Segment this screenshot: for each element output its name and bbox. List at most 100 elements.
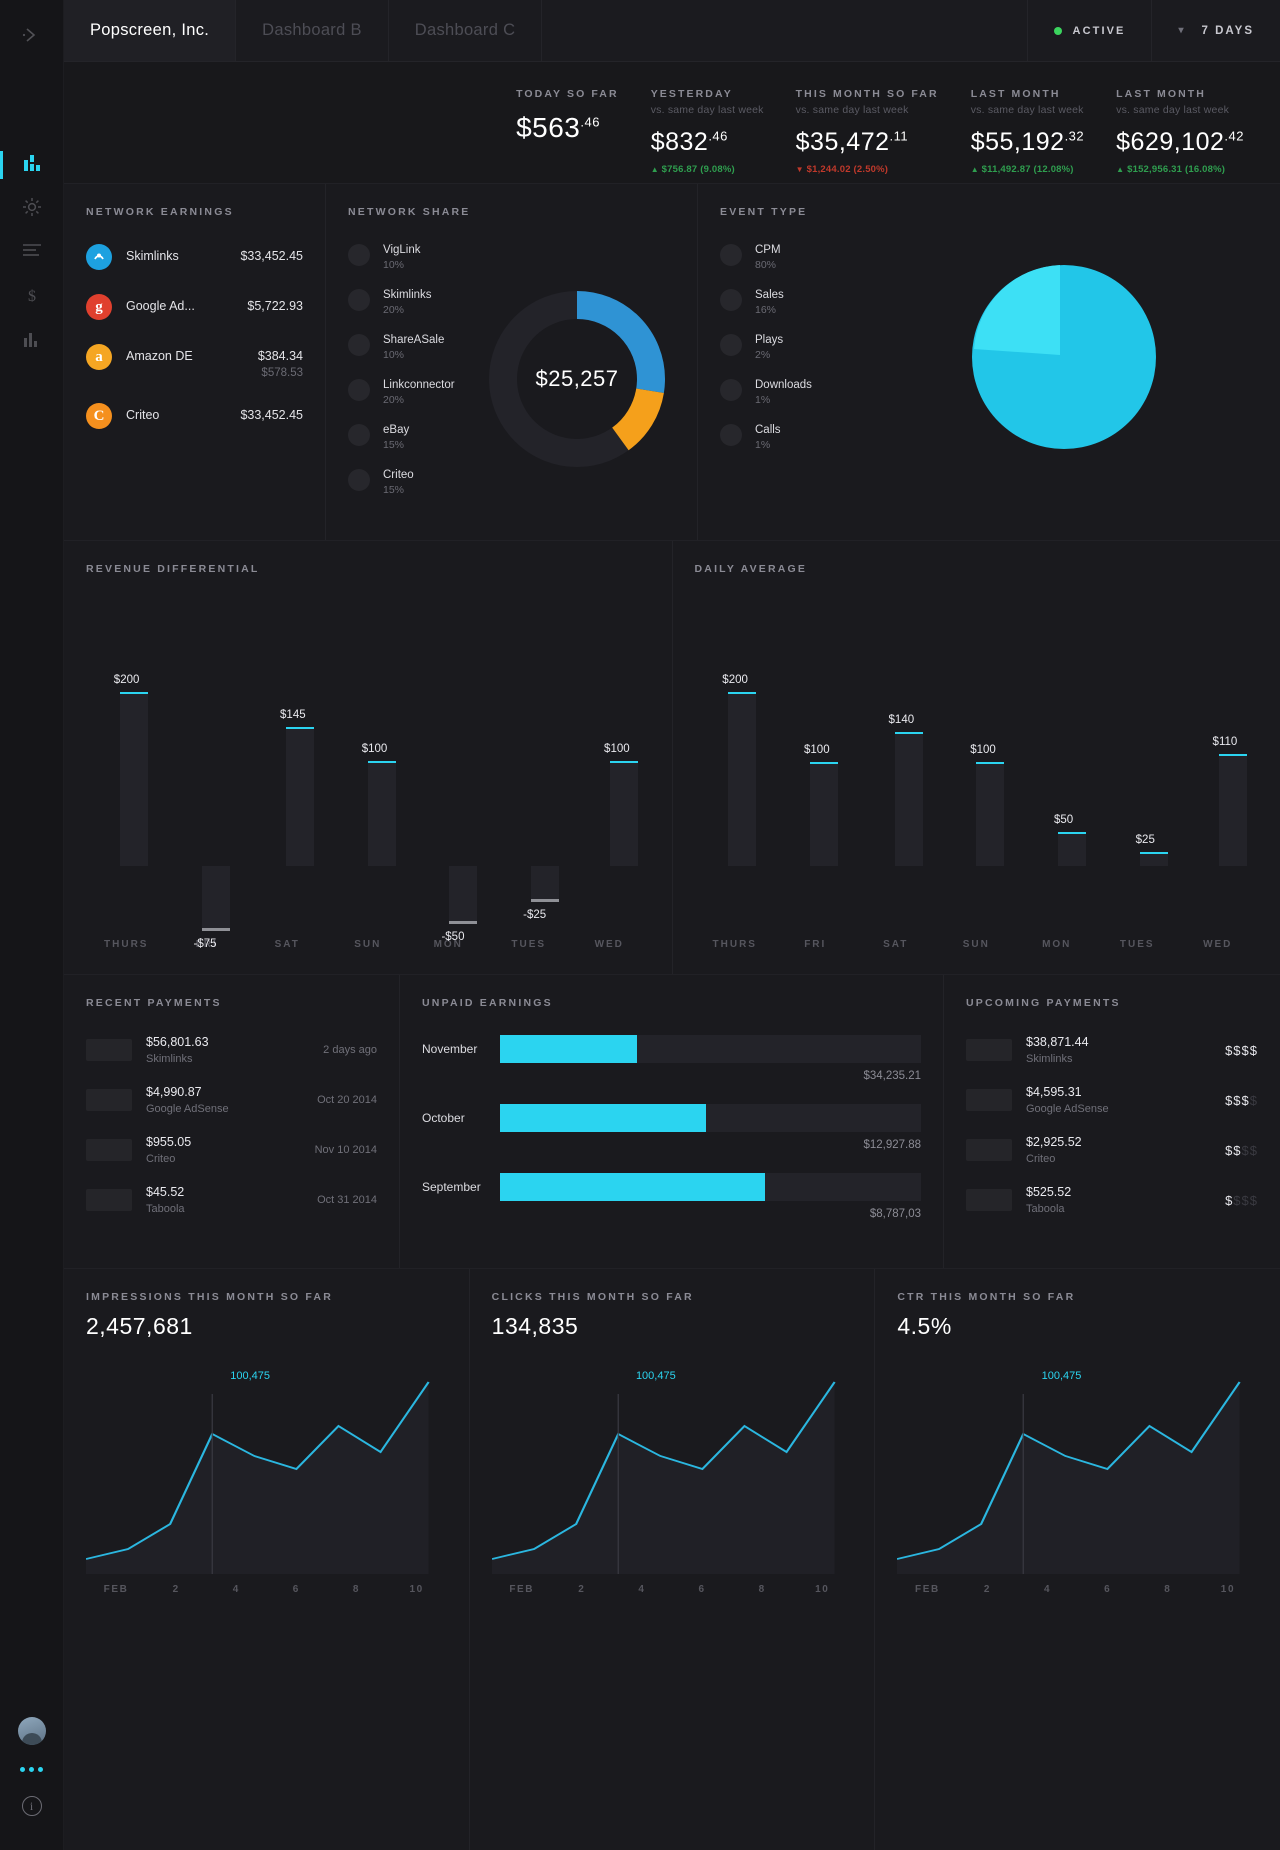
kpi-value: $35,472.11 [796, 128, 939, 157]
legend-label: Criteo [383, 469, 414, 481]
x-axis-labels: THURS FRI SAT SUN MON TUES WED [695, 931, 1259, 974]
metric-charts-row: IMPRESSIONS THIS MONTH SO FAR 2,457,681 … [64, 1269, 1280, 1850]
legend-bubble-icon [348, 424, 370, 446]
impressions-panel: IMPRESSIONS THIS MONTH SO FAR 2,457,681 … [64, 1269, 469, 1850]
table-row[interactable]: $4,595.31 Google AdSense $$$$ [966, 1085, 1258, 1115]
kpi-delta: ▼ $1,244.02 (2.50%) [796, 164, 939, 175]
unpaid-month: October [422, 1111, 465, 1125]
x-axis-labels: FEB 2 4 6 8 10 [492, 1574, 853, 1623]
legend-label: Plays [755, 334, 784, 346]
bar[interactable] [610, 763, 639, 866]
axis-tick: 2 [172, 1584, 180, 1595]
bar-value-label: -$50 [441, 931, 465, 943]
table-row[interactable]: $4,990.87 Google AdSense Oct 20 2014 [86, 1085, 377, 1115]
bar-cap [810, 762, 839, 765]
table-row[interactable]: $955.05 Criteo Nov 10 2014 [86, 1135, 377, 1165]
payment-network: Taboola [146, 1203, 185, 1215]
list-item[interactable]: g Google Ad... $5,722.93 [86, 294, 303, 320]
kpi-yesterday: YESTERDAY vs. same day last week $832.46… [635, 88, 780, 175]
skimlinks-icon [86, 244, 112, 270]
kpi-label: LAST MONTH [970, 88, 1061, 100]
avatar[interactable] [17, 1717, 46, 1745]
payment-thumb-icon [966, 1039, 1012, 1061]
axis-tick: TUES [1119, 939, 1155, 950]
bar[interactable] [1218, 756, 1247, 866]
info-icon[interactable]: i [21, 1796, 42, 1816]
legend-item[interactable]: Skimlinks 20% [348, 289, 479, 316]
kpi-cents: .32 [1064, 128, 1085, 144]
date-range-selector[interactable]: ▾ 7 DAYS [1151, 0, 1280, 61]
legend-percent: 15% [383, 484, 405, 496]
bar-cap [1218, 754, 1247, 757]
legend-item[interactable]: Criteo 15% [348, 469, 479, 496]
tab-label: Popscreen, Inc. [90, 21, 210, 39]
legend-bubble-icon [720, 289, 742, 311]
legend-percent: 15% [383, 439, 405, 451]
chart-annotation: 100,475 [635, 1370, 676, 1382]
legend-item[interactable]: eBay 15% [348, 424, 479, 451]
network-amount-secondary: $578.53 [261, 367, 303, 379]
unpaid-bar[interactable] [500, 1104, 707, 1132]
network-name: Skimlinks [126, 249, 179, 263]
sidebar-item-earnings[interactable]: $ [0, 275, 64, 319]
axis-tick: SUN [354, 939, 382, 950]
legend-item[interactable]: Sales 16% [720, 289, 870, 316]
bar[interactable] [976, 764, 1005, 866]
metric-headline: 4.5% [897, 1313, 952, 1339]
legend-item[interactable]: Linkconnector 20% [348, 379, 479, 406]
bar[interactable] [894, 734, 923, 866]
sidebar-item-settings[interactable] [0, 187, 64, 231]
ctr-panel: CTR THIS MONTH SO FAR 4.5% 100,475 FEB 2… [874, 1269, 1280, 1850]
list-item[interactable]: a Amazon DE $384.34 $578.53 [86, 344, 303, 379]
bar[interactable] [531, 866, 560, 899]
bar-cap [449, 921, 478, 924]
table-row[interactable]: $45.52 Taboola Oct 31 2014 [86, 1185, 377, 1215]
bar[interactable] [286, 729, 315, 866]
legend-item[interactable]: VigLink 10% [348, 244, 479, 271]
tab-label: Dashboard B [262, 21, 362, 39]
unpaid-row: October $12,927.88 [422, 1104, 921, 1151]
bar[interactable] [201, 866, 230, 928]
table-row[interactable]: $2,925.52 Criteo $$$$ [966, 1135, 1258, 1165]
axis-tick: 8 [1164, 1584, 1172, 1595]
legend-item[interactable]: CPM 80% [720, 244, 870, 271]
list-item[interactable]: C Criteo $33,452.45 [86, 403, 303, 429]
legend-label: Linkconnector [383, 379, 455, 391]
bar[interactable] [1139, 854, 1168, 866]
panel-title: NETWORK SHARE [348, 206, 471, 218]
chevron-logo-icon[interactable] [19, 22, 45, 48]
sidebar-item-reports[interactable] [0, 231, 64, 275]
list-item[interactable]: Skimlinks $33,452.45 [86, 244, 303, 270]
table-row[interactable]: $38,871.44 Skimlinks $$$$ [966, 1035, 1258, 1065]
bar[interactable] [367, 763, 396, 866]
unpaid-value: $12,927.88 [863, 1139, 921, 1151]
axis-tick: 2 [983, 1584, 992, 1595]
tab-dashboard-b[interactable]: Dashboard B [236, 0, 389, 61]
table-row[interactable]: $56,801.63 Skimlinks 2 days ago [86, 1035, 377, 1065]
more-dots-icon[interactable] [20, 1767, 43, 1772]
payment-network: Skimlinks [1026, 1053, 1073, 1065]
legend-item[interactable]: Downloads 1% [720, 379, 870, 406]
legend-item[interactable]: Plays 2% [720, 334, 870, 361]
unpaid-bar[interactable] [500, 1035, 637, 1063]
bar[interactable] [119, 694, 148, 866]
bar[interactable] [449, 866, 478, 921]
table-row[interactable]: $525.52 Taboola $$$$ [966, 1185, 1258, 1215]
tab-dashboard-c[interactable]: Dashboard C [389, 0, 543, 61]
bar-charts-row: REVENUE DIFFERENTIAL $200 -$75 $145 [64, 541, 1280, 975]
payment-date: Nov 10 2014 [314, 1144, 377, 1156]
bar[interactable] [728, 694, 757, 866]
unpaid-bar[interactable] [500, 1173, 766, 1201]
payment-network: Criteo [1026, 1153, 1056, 1165]
sidebar-item-analytics[interactable] [0, 319, 64, 363]
kpi-delta: ▲ $756.87 (9.08%) [651, 164, 764, 175]
bar[interactable] [1057, 834, 1086, 866]
bar[interactable] [810, 764, 839, 866]
legend-label: VigLink [383, 244, 421, 256]
sidebar-item-dashboard[interactable] [0, 143, 64, 187]
legend-item[interactable]: Calls 1% [720, 424, 870, 451]
axis-tick: THURS [712, 939, 757, 950]
kpi-sub: vs. same day last week [795, 104, 909, 116]
legend-item[interactable]: ShareASale 10% [348, 334, 479, 361]
tab-popscreen[interactable]: Popscreen, Inc. [64, 0, 237, 61]
